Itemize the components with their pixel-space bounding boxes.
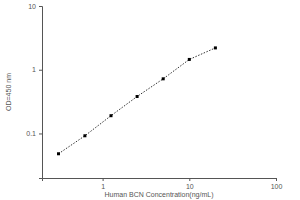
x-axis-line [43, 179, 277, 182]
data-point [83, 134, 86, 137]
x-tick-mark [276, 178, 277, 181]
y-tick-mark [39, 70, 42, 71]
y-tick: 0.1 [26, 130, 42, 137]
y-tick-label: 10 [28, 3, 36, 10]
x-tick-label: 10 [186, 183, 194, 190]
y-tick-mark [39, 133, 42, 134]
data-point [136, 95, 139, 98]
x-tick: 10 [186, 178, 194, 190]
y-axis-title: OD=450 nm [5, 73, 12, 111]
y-tick-mark [39, 6, 42, 7]
x-tick: 1 [101, 178, 105, 190]
y-tick-label: 0.1 [26, 130, 36, 137]
x-axis: 1 10 100 [43, 178, 283, 190]
y-tick: 10 [28, 3, 42, 10]
y-tick-label: 1 [32, 66, 36, 73]
data-point [162, 77, 165, 80]
plot-area [57, 46, 217, 155]
x-tick-label: 1 [101, 183, 105, 190]
data-point [214, 46, 217, 49]
data-line [59, 48, 216, 154]
y-axis: 0.1 1 10 [26, 3, 42, 179]
x-tick-label: 100 [271, 183, 283, 190]
data-point [57, 152, 60, 155]
y-axis-line [39, 7, 43, 179]
x-axis-title: Human BCN Concentration(ng/mL) [105, 191, 214, 199]
chart: 1101000.1110Human BCN Concentration(ng/m… [0, 0, 300, 200]
x-tick-mark [189, 178, 190, 181]
x-tick: 100 [271, 178, 283, 190]
data-point [188, 58, 191, 61]
data-point [110, 114, 113, 117]
y-tick: 1 [32, 66, 42, 73]
x-tick-mark [103, 178, 104, 181]
